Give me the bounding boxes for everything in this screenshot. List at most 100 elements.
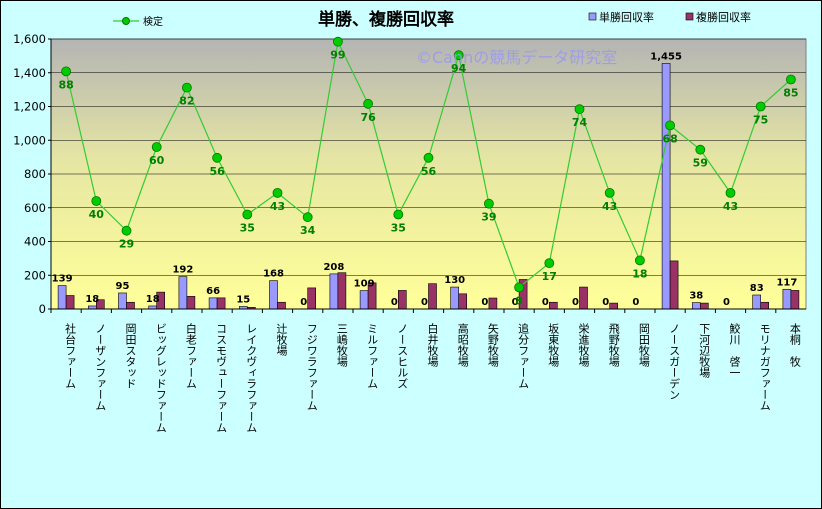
bar-fukusho: [277, 301, 286, 310]
kentei-point: [181, 82, 192, 93]
bar-fukusho: [699, 302, 709, 310]
bar-tansho: [782, 288, 792, 310]
bar-fukusho: [548, 301, 558, 310]
x-tick-label: コスモヴューファーム: [215, 323, 228, 433]
x-tick-label: 坂東牧場: [547, 323, 560, 368]
bar-data-label: 18: [146, 294, 160, 305]
bar-tansho: [661, 63, 671, 310]
x-tick-label: 追分ファーム: [517, 322, 530, 389]
x-tick-label: 白老ファーム: [184, 322, 197, 389]
bar-data-label: 109: [354, 279, 375, 290]
x-tick-label: ノースガーデン: [668, 323, 681, 400]
x-tick-label: 三嶋牧場: [335, 323, 348, 368]
kentei-point: [393, 209, 404, 220]
x-tick-label: 飛野牧場: [607, 323, 620, 368]
y-tick-label: 1,000: [13, 133, 46, 147]
bar-data-label: 0: [391, 297, 398, 308]
kentei-data-label: 82: [179, 95, 194, 108]
bar-fukusho: [579, 286, 588, 310]
kentei-data-label: 85: [783, 87, 798, 100]
kentei-point: [786, 74, 796, 85]
bar-data-label: 168: [263, 269, 284, 280]
legend-swatch-tansho: [588, 12, 597, 21]
x-tick-label: フジワラファーム: [305, 323, 318, 411]
legend-label-fukusho: 複勝回収率: [696, 10, 751, 24]
kentei-data-label: 56: [421, 165, 437, 178]
kentei-point: [332, 36, 343, 47]
kentei-data-label: 8: [515, 294, 523, 307]
bar-data-label: 15: [236, 294, 250, 305]
x-tick-label: 岡田牧場: [637, 323, 650, 368]
x-tick-label: ビッグレッドファーム: [154, 323, 167, 433]
bar-tansho: [57, 285, 67, 310]
x-tick-label: ノースヒルズ: [396, 323, 409, 389]
kentei-point: [514, 282, 524, 293]
y-tick-label: 0: [39, 302, 46, 316]
bar-fukusho: [790, 290, 800, 310]
x-tick-label: ミルファーム: [366, 323, 379, 389]
bar-fukusho: [428, 283, 437, 310]
kentei-point: [544, 258, 555, 269]
x-tick-label: 矢野牧場: [486, 322, 499, 368]
kentei-data-label: 17: [542, 270, 557, 283]
bar-data-label: 18: [85, 294, 99, 305]
bar-tansho: [691, 302, 701, 310]
kentei-point: [755, 101, 766, 112]
kentei-data-label: 18: [632, 267, 647, 280]
y-tick-label: 800: [24, 167, 46, 181]
legend-line-marker: [122, 17, 130, 25]
x-tick-label: 白井牧場: [426, 322, 439, 368]
x-tick-label: 社台ファーム: [64, 322, 77, 389]
x-tick-label: 高昭牧場: [456, 322, 469, 368]
kentei-point: [272, 187, 283, 198]
bar-fukusho: [760, 301, 770, 310]
bar-fukusho: [669, 260, 679, 310]
kentei-point: [151, 142, 162, 152]
kentei-point: [453, 50, 464, 61]
chart-title: 単勝、複勝回収率: [318, 9, 454, 30]
kentei-point: [212, 152, 223, 163]
kentei-point: [635, 255, 645, 266]
y-tick-label: 1,400: [13, 66, 46, 80]
bar-data-label: 208: [323, 262, 344, 273]
bar-data-label: 0: [723, 297, 730, 308]
bar-tansho: [359, 290, 369, 310]
x-tick-label: 岡田スタッド: [124, 323, 137, 389]
bar-data-label: 0: [602, 297, 609, 308]
kentei-data-label: 43: [602, 200, 617, 213]
bar-data-label: 117: [776, 277, 797, 288]
legend-swatch-fukusho: [685, 12, 694, 21]
bar-data-label: 192: [172, 265, 193, 276]
legend-label-kentei: 検定: [143, 15, 163, 28]
kentei-point: [604, 187, 615, 198]
kentei-point: [574, 104, 585, 115]
x-tick-label: ノーザンファーム: [94, 323, 107, 411]
kentei-data-label: 94: [451, 62, 467, 75]
kentei-point: [695, 144, 706, 155]
bar-data-label: 1,455: [650, 51, 682, 62]
bar-data-label: 0: [542, 297, 549, 308]
kentei-point: [363, 98, 374, 109]
bar-data-label: 130: [444, 275, 465, 286]
x-tick-label: レイクヴィラファーム: [245, 323, 258, 433]
bar-data-label: 0: [481, 297, 488, 308]
x-tick-label: 本桐 牧: [788, 322, 801, 368]
bar-fukusho: [186, 296, 196, 310]
bar-data-label: 95: [116, 281, 130, 292]
kentei-point: [91, 196, 102, 206]
bar-tansho: [178, 276, 188, 310]
x-tick-label: モリナガファーム: [758, 323, 771, 411]
bar-fukusho: [337, 272, 347, 310]
legend-label-tansho: 単勝回収率: [599, 10, 654, 24]
kentei-point: [725, 187, 736, 198]
bar-data-label: 0: [421, 297, 428, 308]
bar-data-label: 0: [300, 297, 307, 308]
x-tick-label: 辻牧場: [275, 322, 288, 357]
kentei-data-label: 88: [58, 78, 73, 91]
bar-tansho: [752, 294, 762, 310]
bar-fukusho: [126, 301, 135, 310]
bar-tansho: [269, 280, 278, 310]
bar-fukusho: [307, 287, 317, 310]
kentei-point: [483, 198, 494, 209]
